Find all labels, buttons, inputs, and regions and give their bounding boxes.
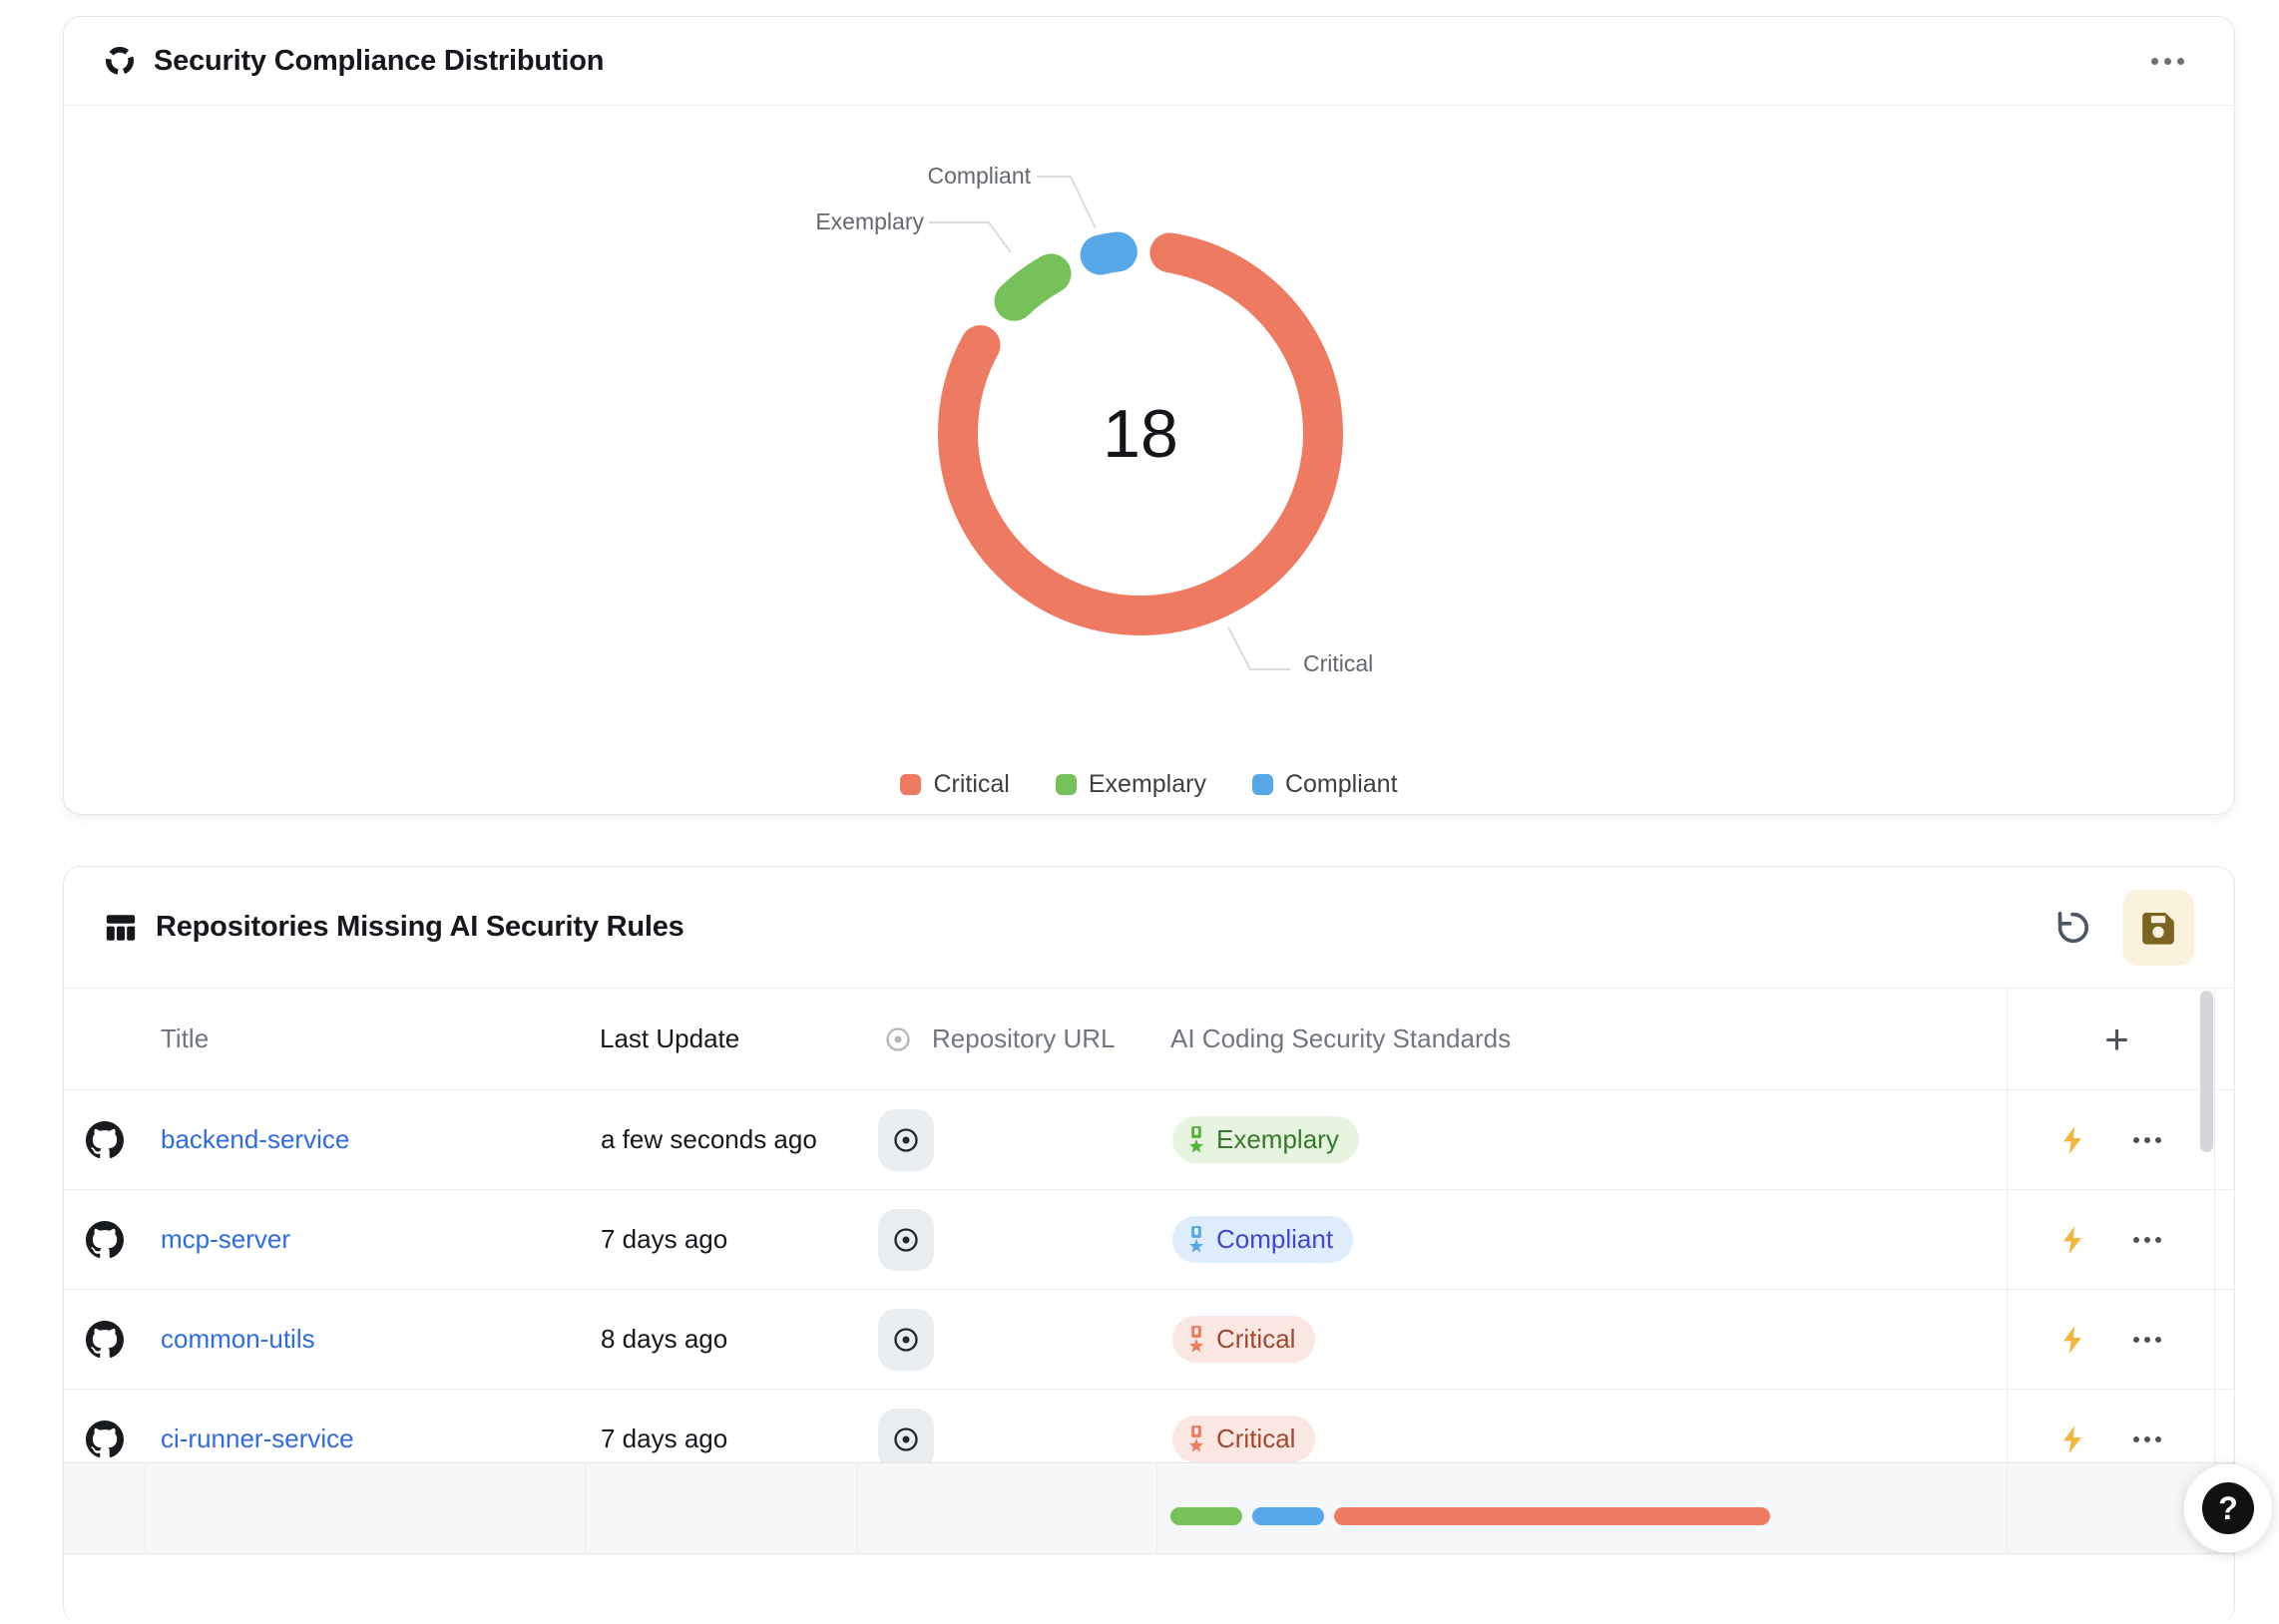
last-update-cell: 8 days ago [601, 1324, 728, 1354]
repo-link[interactable]: common-utils [161, 1324, 315, 1354]
callout-compliant: Compliant [927, 163, 1031, 189]
exemplary-swatch [1055, 774, 1077, 795]
table-card-header: Repositories Missing AI Security Rules [64, 867, 2234, 989]
lightning-button[interactable] [2057, 1421, 2089, 1457]
save-button[interactable] [2122, 889, 2194, 966]
donut-segment-exemplary [994, 253, 1072, 321]
standards-summary-bar [1170, 1507, 1770, 1525]
target-icon [884, 1025, 912, 1053]
undo-button[interactable] [2052, 908, 2092, 948]
table-scrollbar[interactable] [2200, 991, 2213, 1152]
table-row: common-utils 8 days ago Critical [64, 1290, 2234, 1390]
table-right-divider [2214, 989, 2215, 1553]
lightning-button[interactable] [2057, 1122, 2089, 1158]
lightning-button[interactable] [2057, 1222, 2089, 1258]
callout-critical: Critical [1303, 650, 1374, 676]
column-standards[interactable]: AI Coding Security Standards [1170, 1023, 1512, 1053]
standard-badge[interactable]: Exemplary [1172, 1116, 1359, 1163]
row-menu-button[interactable] [2132, 1236, 2161, 1243]
repository-url-button[interactable] [878, 1308, 934, 1371]
repository-url-button[interactable] [878, 1408, 934, 1462]
repositories-table-card: Repositories Missing AI Security Rules T… [63, 866, 2235, 1624]
table-row: backend-service a few seconds ago Exempl… [64, 1090, 2234, 1190]
table-row: ci-runner-service 7 days ago Critical [64, 1390, 2234, 1462]
table-header-row: Title Last Update Repository URL AI Codi… [64, 989, 2234, 1090]
standard-badge[interactable]: Compliant [1172, 1216, 1354, 1263]
donut-svg[interactable] [64, 106, 2234, 814]
chart-legend: Critical Exemplary Compliant [64, 770, 2234, 799]
summary-bar-compliant [1252, 1507, 1324, 1525]
column-repository-url[interactable]: Repository URL [857, 1023, 1156, 1054]
standard-badge-label: Compliant [1216, 1224, 1334, 1254]
critical-leader-line [1227, 626, 1290, 670]
legend-label: Exemplary [1088, 770, 1206, 798]
compliant-swatch [1251, 774, 1273, 795]
summary-bar-exemplary [1170, 1507, 1242, 1525]
legend-item-critical[interactable]: Critical [900, 770, 1010, 799]
card-menu-button[interactable] [2141, 48, 2194, 75]
repo-link[interactable]: backend-service [161, 1124, 350, 1154]
add-column-button[interactable]: + [2104, 1015, 2129, 1062]
standard-badge[interactable]: Critical [1172, 1416, 1316, 1462]
legend-item-compliant[interactable]: Compliant [1251, 770, 1398, 799]
exemplary-leader-line [929, 221, 1012, 253]
lightning-button[interactable] [2057, 1322, 2089, 1358]
compliance-card-header: Security Compliance Distribution [64, 17, 2234, 106]
legend-label: Critical [933, 770, 1010, 798]
legend-item-exemplary[interactable]: Exemplary [1055, 770, 1206, 799]
security-compliance-card: Security Compliance Distribution 18 Comp… [63, 16, 2235, 815]
github-icon [85, 1120, 124, 1159]
add-column-cell: + [2007, 1015, 2211, 1062]
last-update-cell: 7 days ago [601, 1423, 728, 1453]
column-last-update[interactable]: Last Update [600, 1023, 740, 1053]
critical-swatch [900, 774, 922, 795]
donut-segment-compliant [1080, 231, 1138, 275]
donut-chart: 18 Compliant Exemplary Critical Critical… [64, 106, 2234, 814]
last-update-cell: 7 days ago [601, 1224, 728, 1254]
question-mark-icon: ? [2202, 1482, 2254, 1534]
donut-segment-critical [938, 232, 1343, 635]
standard-badge-label: Exemplary [1216, 1124, 1339, 1154]
summary-bar-critical [1334, 1507, 1770, 1525]
repo-link[interactable]: mcp-server [161, 1224, 291, 1254]
row-menu-button[interactable] [2132, 1336, 2161, 1343]
standard-badge-label: Critical [1216, 1423, 1296, 1453]
table-body: backend-service a few seconds ago Exempl… [64, 1090, 2234, 1462]
table-card-title: Repositories Missing AI Security Rules [156, 911, 684, 943]
table-summary-row [64, 1462, 2234, 1554]
github-icon [85, 1320, 124, 1359]
table-toolbar [2052, 889, 2194, 966]
repository-url-button[interactable] [878, 1108, 934, 1171]
column-title[interactable]: Title [161, 1023, 210, 1053]
repo-link[interactable]: ci-runner-service [161, 1423, 354, 1453]
donut-chart-icon [104, 45, 136, 77]
standard-badge[interactable]: Critical [1172, 1316, 1316, 1363]
last-update-cell: a few seconds ago [601, 1124, 817, 1154]
table-row: mcp-server 7 days ago Compliant [64, 1190, 2234, 1290]
compliant-leader-line [1037, 176, 1097, 229]
compliance-card-title: Security Compliance Distribution [154, 44, 605, 77]
help-button[interactable]: ? [2183, 1463, 2273, 1553]
standard-badge-label: Critical [1216, 1324, 1296, 1354]
github-icon [85, 1420, 124, 1458]
repository-url-button[interactable] [878, 1208, 934, 1271]
legend-label: Compliant [1284, 770, 1398, 798]
table-icon [104, 911, 138, 945]
row-menu-button[interactable] [2132, 1435, 2161, 1442]
callout-exemplary: Exemplary [815, 208, 924, 234]
github-icon [85, 1220, 124, 1259]
actions-column-divider [2007, 989, 2008, 1553]
row-menu-button[interactable] [2132, 1136, 2161, 1143]
donut-center-total: 18 [1103, 396, 1178, 472]
